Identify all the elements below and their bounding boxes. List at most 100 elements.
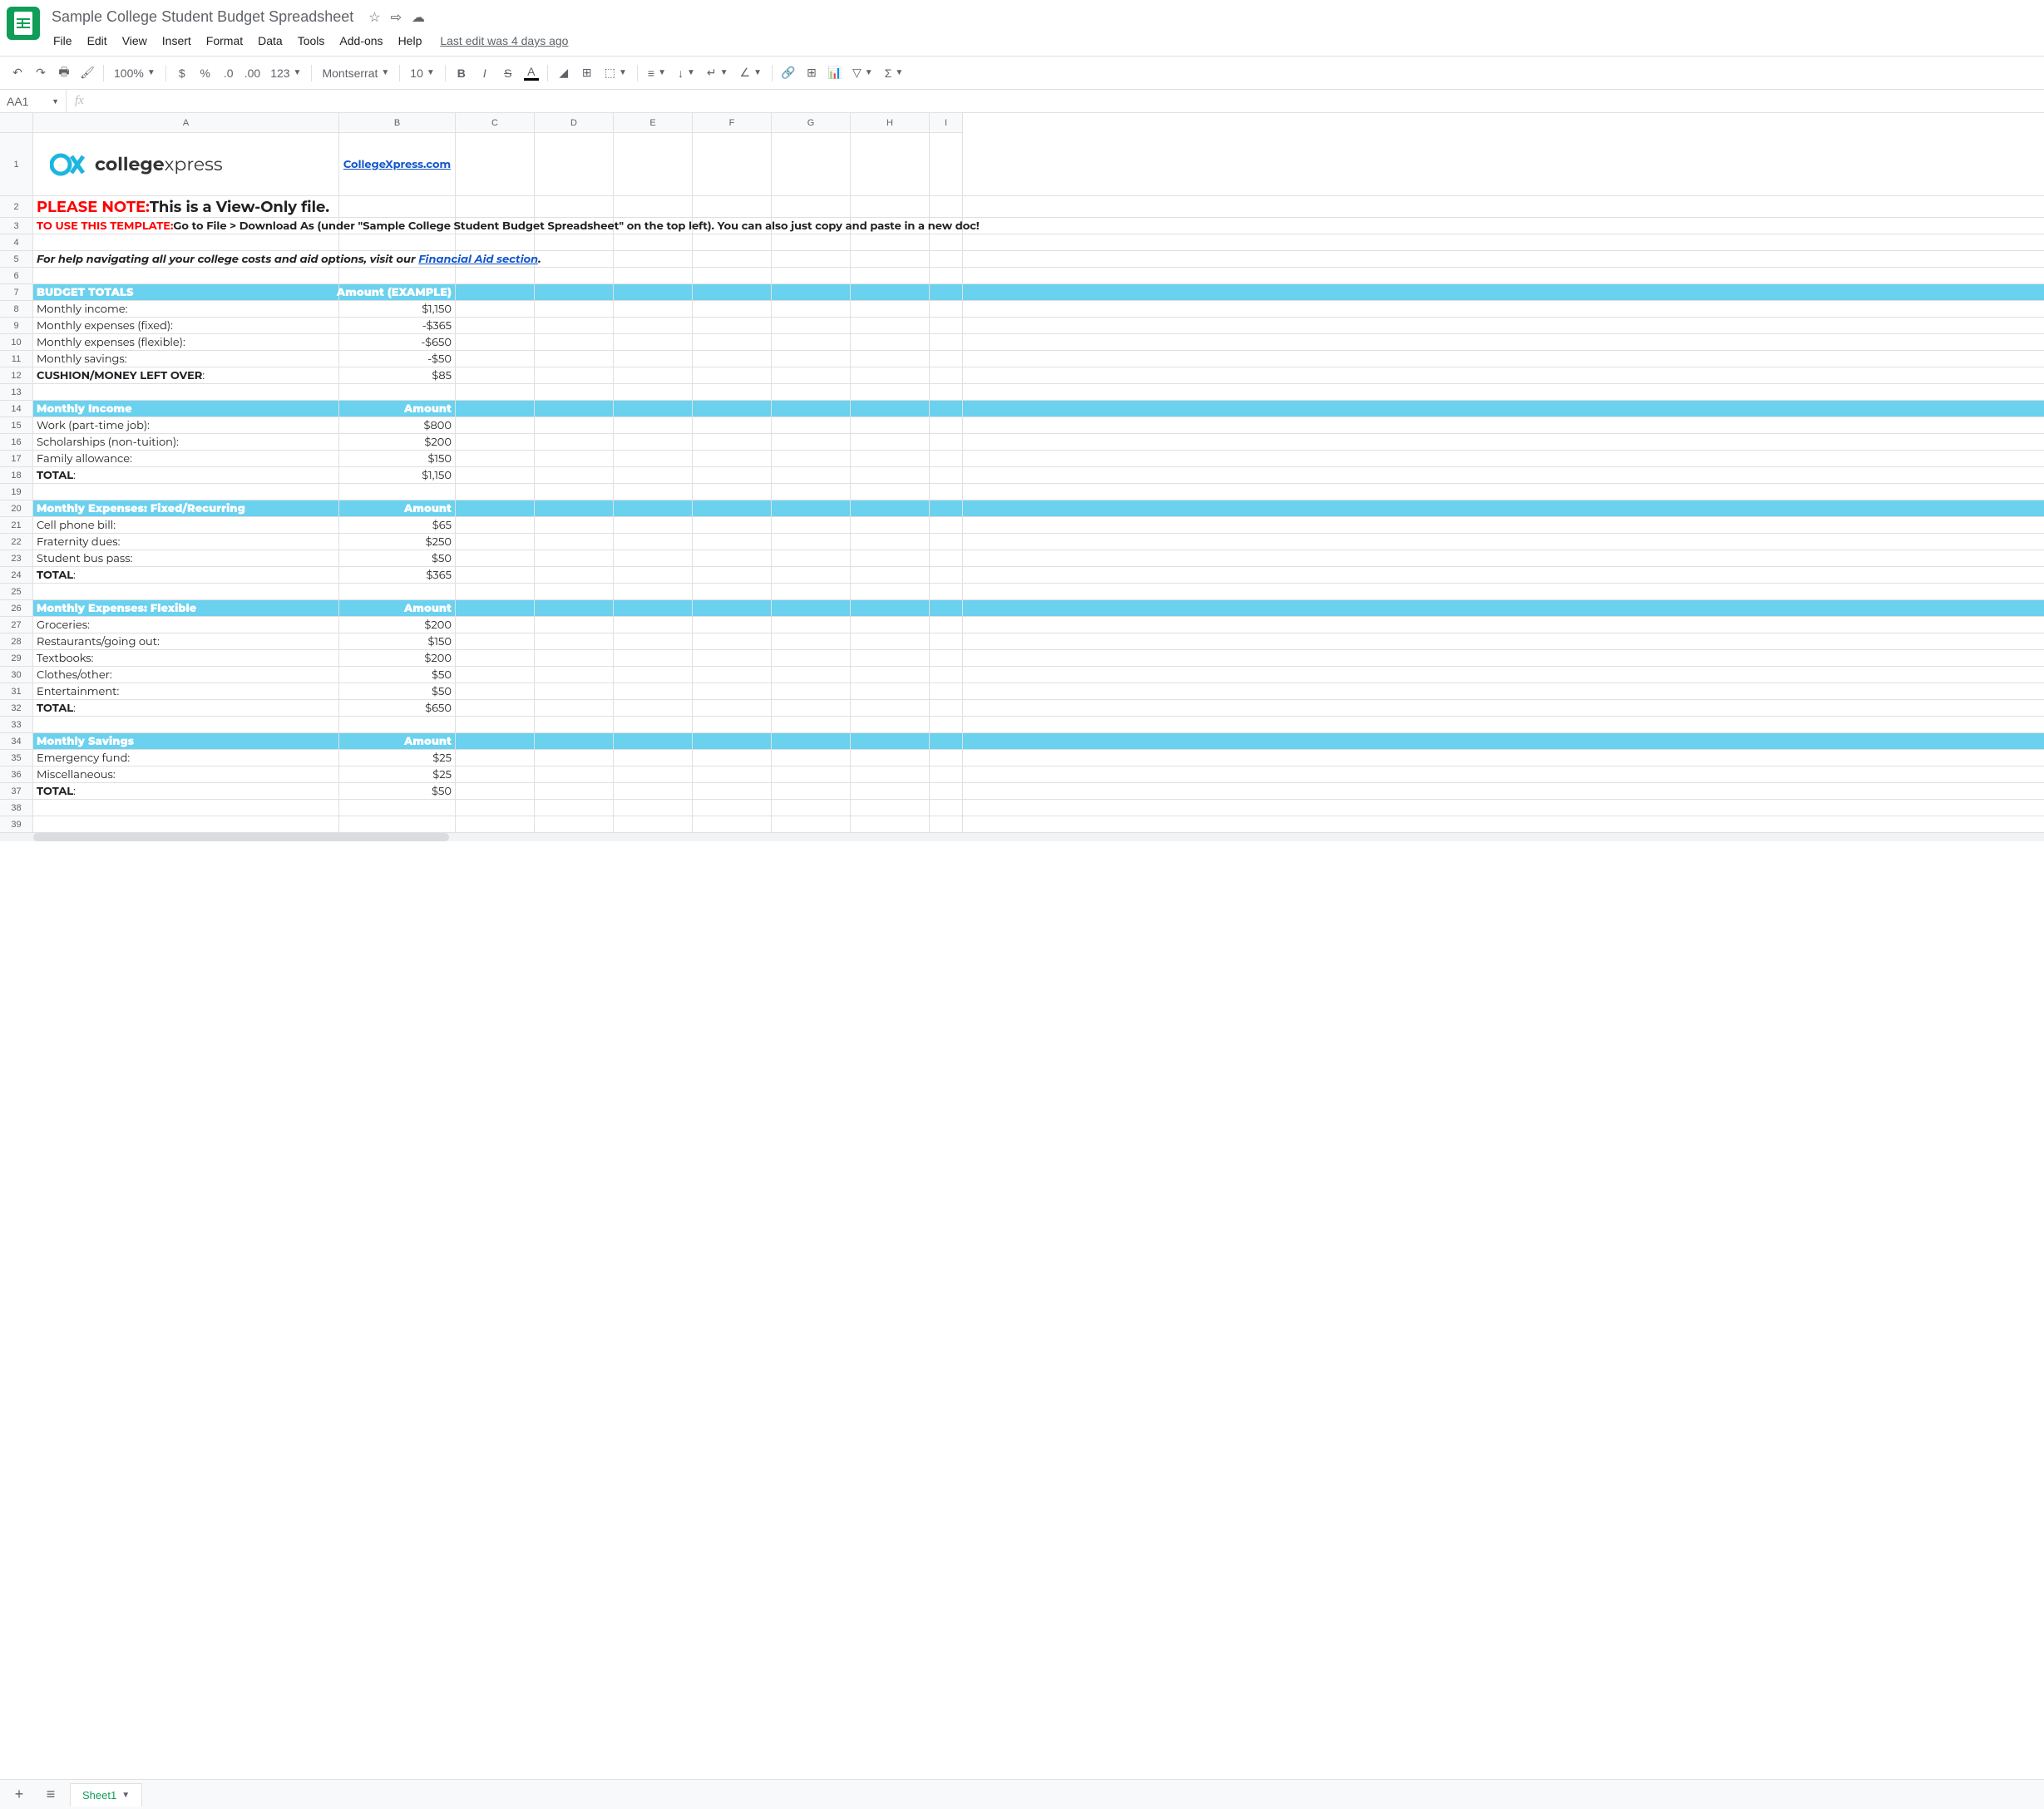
cell[interactable]: $250 (339, 534, 456, 550)
cell[interactable] (851, 384, 930, 400)
cell[interactable] (930, 550, 963, 566)
cell[interactable] (456, 700, 535, 716)
cell[interactable] (33, 384, 339, 400)
column-header-C[interactable]: C (456, 113, 535, 132)
cell[interactable] (851, 251, 930, 267)
cell[interactable] (851, 600, 930, 616)
cell[interactable] (693, 567, 772, 583)
paint-format-button[interactable]: 🖌 (77, 62, 98, 84)
row-header-26[interactable]: 26 (0, 600, 33, 617)
cell[interactable] (693, 750, 772, 766)
cell[interactable] (772, 816, 851, 832)
cell[interactable] (339, 268, 456, 283)
cell[interactable]: $200 (339, 650, 456, 666)
cell[interactable]: $365 (339, 567, 456, 583)
cell[interactable]: Monthly expenses (fixed): (33, 318, 339, 333)
column-header-I[interactable]: I (930, 113, 963, 132)
cell[interactable] (535, 451, 614, 466)
cell[interactable] (930, 517, 963, 533)
row-header-22[interactable]: 22 (0, 534, 33, 550)
row-header-5[interactable]: 5 (0, 251, 33, 268)
cell[interactable] (456, 196, 535, 217)
cell[interactable] (535, 717, 614, 732)
cell[interactable] (535, 467, 614, 483)
cell[interactable] (851, 284, 930, 300)
cell[interactable]: $50 (339, 783, 456, 799)
cell[interactable] (851, 467, 930, 483)
cell[interactable] (33, 800, 339, 816)
site-link[interactable]: CollegeXpress.com (343, 158, 451, 171)
row-header-29[interactable]: 29 (0, 650, 33, 667)
cell[interactable]: $25 (339, 766, 456, 782)
cell[interactable] (693, 783, 772, 799)
cell[interactable] (614, 384, 693, 400)
cell[interactable] (693, 401, 772, 417)
cell[interactable]: collegexpress (33, 133, 339, 195)
cell[interactable] (851, 783, 930, 799)
cell[interactable] (535, 351, 614, 367)
cell[interactable] (930, 467, 963, 483)
cell[interactable] (772, 550, 851, 566)
cell[interactable] (614, 451, 693, 466)
cell[interactable] (614, 667, 693, 683)
comment-button[interactable]: ⊞ (801, 62, 822, 84)
cell[interactable] (772, 667, 851, 683)
cell[interactable] (456, 334, 535, 350)
cell[interactable] (535, 567, 614, 583)
borders-button[interactable]: ⊞ (576, 62, 598, 84)
cell[interactable] (456, 417, 535, 433)
cell[interactable] (772, 484, 851, 500)
cell[interactable] (772, 401, 851, 417)
cell[interactable] (456, 650, 535, 666)
text-color-button[interactable]: A (521, 62, 542, 84)
cell[interactable] (614, 600, 693, 616)
cell[interactable] (930, 434, 963, 450)
cell[interactable]: $150 (339, 451, 456, 466)
cell[interactable] (33, 717, 339, 732)
row-header-4[interactable]: 4 (0, 234, 33, 251)
cell[interactable] (772, 517, 851, 533)
cell[interactable] (456, 766, 535, 782)
cell[interactable] (456, 633, 535, 649)
cell[interactable] (456, 500, 535, 516)
cell[interactable] (930, 284, 963, 300)
cell[interactable] (772, 700, 851, 716)
cell[interactable] (339, 816, 456, 832)
row-header-9[interactable]: 9 (0, 318, 33, 334)
cell[interactable]: -$365 (339, 318, 456, 333)
cell[interactable]: Fraternity dues: (33, 534, 339, 550)
row-header-24[interactable]: 24 (0, 567, 33, 584)
cell[interactable] (930, 567, 963, 583)
cell[interactable] (851, 334, 930, 350)
cell[interactable] (851, 133, 930, 195)
wrap-button[interactable]: ↵▼ (702, 66, 733, 80)
cell[interactable]: $50 (339, 683, 456, 699)
cell[interactable]: Scholarships (non-tuition): (33, 434, 339, 450)
cell[interactable] (456, 534, 535, 550)
cell[interactable] (535, 766, 614, 782)
cell[interactable]: $200 (339, 617, 456, 633)
cell[interactable]: Groceries: (33, 617, 339, 633)
row-header-39[interactable]: 39 (0, 816, 33, 833)
cell[interactable] (851, 318, 930, 333)
cell[interactable] (930, 196, 963, 217)
row-header-34[interactable]: 34 (0, 733, 33, 750)
cell[interactable]: Student bus pass: (33, 550, 339, 566)
cell[interactable] (693, 816, 772, 832)
cell[interactable]: BUDGET TOTALS (33, 284, 339, 300)
cell[interactable] (851, 500, 930, 516)
cell[interactable] (693, 733, 772, 749)
cell[interactable] (930, 251, 963, 267)
cell[interactable] (772, 251, 851, 267)
cell[interactable] (614, 251, 693, 267)
cell[interactable] (33, 268, 339, 283)
cell[interactable] (614, 484, 693, 500)
cell[interactable] (693, 484, 772, 500)
cell[interactable] (772, 534, 851, 550)
cell[interactable] (930, 717, 963, 732)
cell[interactable] (693, 584, 772, 599)
cell[interactable]: Monthly expenses (flexible): (33, 334, 339, 350)
cell[interactable] (535, 633, 614, 649)
cell[interactable] (930, 534, 963, 550)
name-box[interactable]: AA1▼ (0, 90, 67, 112)
